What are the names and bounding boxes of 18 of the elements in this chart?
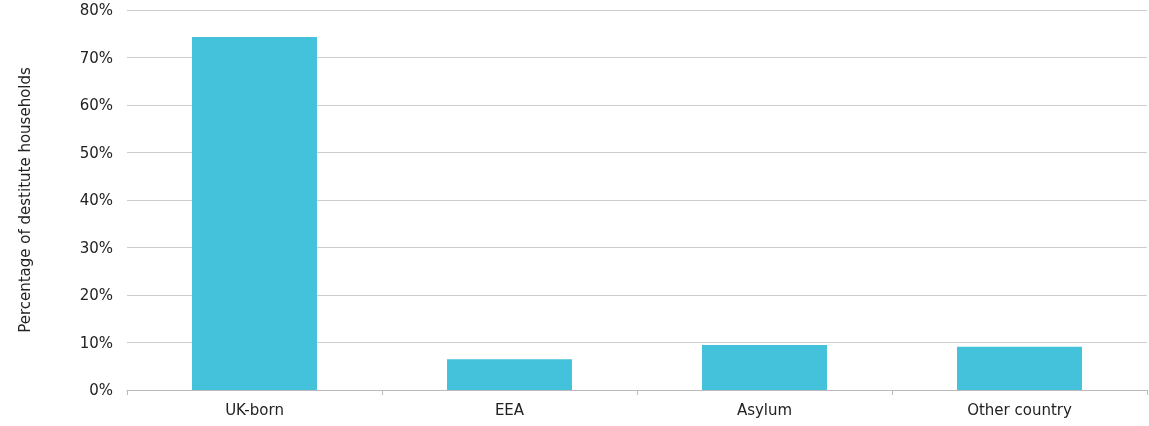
y-tick-label: 70% xyxy=(79,48,113,67)
y-tick-label: 80% xyxy=(79,1,113,19)
x-tick-label: Other country xyxy=(967,400,1072,419)
x-tick-label: UK-born xyxy=(225,400,284,419)
y-tick-label: 40% xyxy=(79,191,113,209)
bar xyxy=(447,359,572,390)
y-tick-label: 50% xyxy=(79,143,113,162)
y-tick-label: 0% xyxy=(89,381,113,399)
y-tick-label: 30% xyxy=(79,238,113,257)
y-tick-label: 60% xyxy=(79,96,113,114)
y-axis-title: Percentage of destitute households xyxy=(15,66,34,333)
x-tick-label: EEA xyxy=(494,400,525,419)
bar xyxy=(957,346,1082,390)
y-tick-label: 10% xyxy=(79,333,113,352)
bar xyxy=(192,37,317,390)
x-tick-label: Asylum xyxy=(736,400,793,419)
bar xyxy=(702,344,827,390)
y-tick-label: 20% xyxy=(79,286,113,304)
